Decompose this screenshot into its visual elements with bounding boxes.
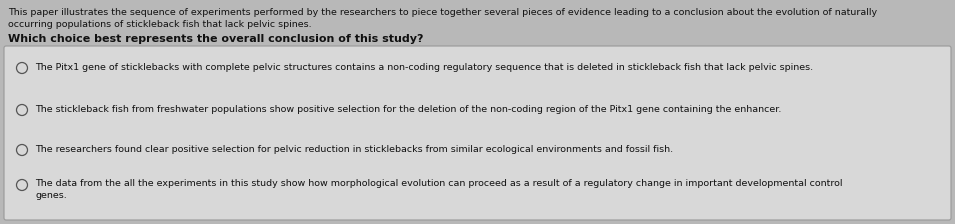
Text: The data from the all the experiments in this study show how morphological evolu: The data from the all the experiments in…: [35, 179, 842, 200]
Text: Which choice best represents the overall conclusion of this study?: Which choice best represents the overall…: [8, 34, 423, 44]
FancyBboxPatch shape: [4, 46, 951, 220]
Text: The stickleback fish from freshwater populations show positive selection for the: The stickleback fish from freshwater pop…: [35, 105, 781, 114]
Text: occurring populations of stickleback fish that lack pelvic spines.: occurring populations of stickleback fis…: [8, 20, 311, 29]
Text: The researchers found clear positive selection for pelvic reduction in stickleba: The researchers found clear positive sel…: [35, 144, 673, 153]
Text: The Pitx1 gene of sticklebacks with complete pelvic structures contains a non-co: The Pitx1 gene of sticklebacks with comp…: [35, 62, 813, 71]
Text: This paper illustrates the sequence of experiments performed by the researchers : This paper illustrates the sequence of e…: [8, 8, 877, 17]
